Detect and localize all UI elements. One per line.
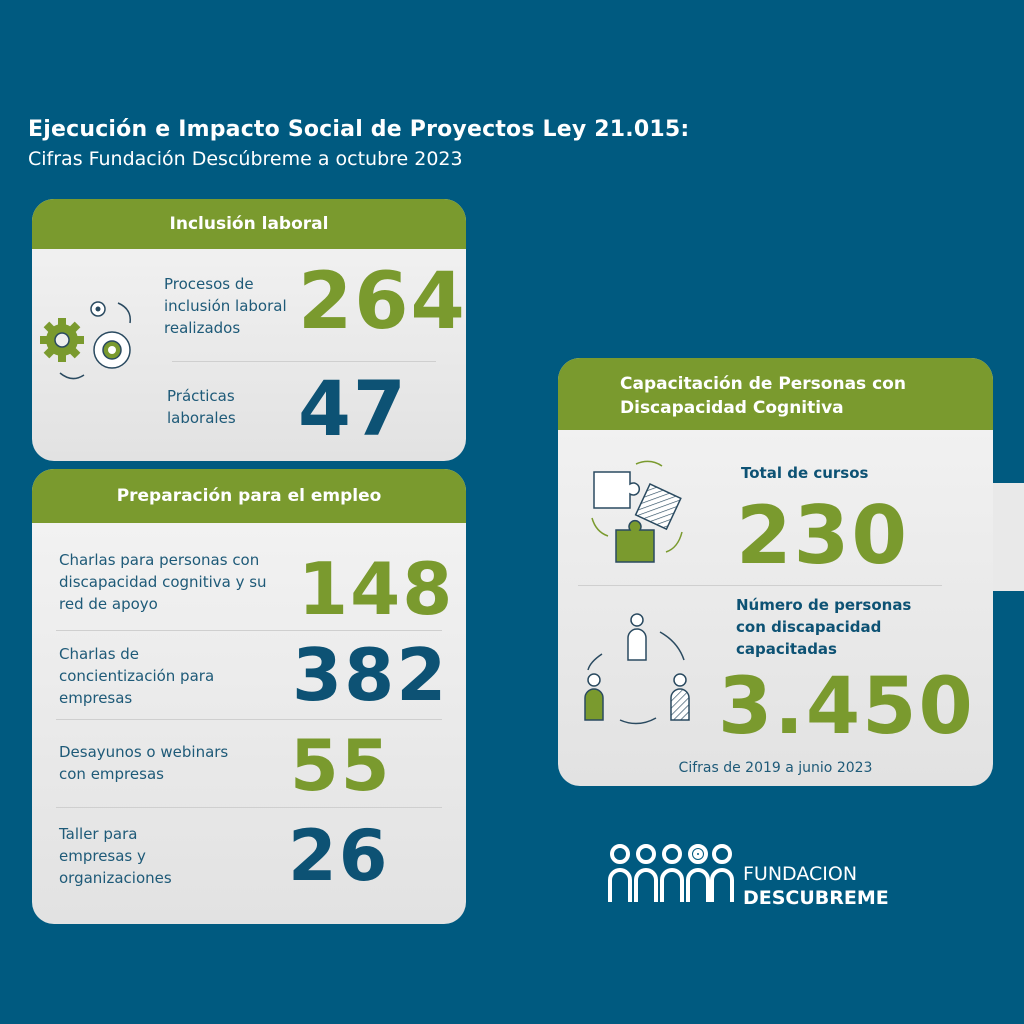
preparacion-row-label: Charlas de concientización para empresas bbox=[59, 645, 215, 707]
courses-value: 230 bbox=[736, 489, 909, 582]
capacitacion-heading-line1: Capacitación de Personas con bbox=[620, 374, 906, 394]
inclusion-card: Inclusión laboral Procesos de inclusión … bbox=[32, 199, 466, 461]
preparacion-heading: Preparación para el empleo bbox=[32, 469, 466, 523]
side-tab bbox=[992, 483, 1024, 591]
inclusion-row-value: 47 bbox=[298, 364, 408, 453]
people-value: 3.450 bbox=[718, 662, 975, 752]
inclusion-row-label: Procesos de inclusión laboral realizados bbox=[164, 275, 287, 337]
inclusion-row-label: Prácticas laborales bbox=[167, 387, 236, 427]
capacitacion-heading: Capacitación de Personas con Discapacida… bbox=[558, 358, 993, 430]
preparacion-card: Preparación para el empleo Charlas para … bbox=[32, 469, 466, 924]
people-cycle-icon bbox=[584, 613, 690, 725]
preparacion-row-value: 148 bbox=[298, 547, 455, 631]
logo-line2: DESCUBREME bbox=[743, 887, 889, 909]
people-label: Número de personas con discapacidad capa… bbox=[736, 594, 911, 660]
inclusion-row-value: 264 bbox=[298, 257, 466, 347]
preparacion-row-value: 26 bbox=[288, 815, 390, 897]
capacitacion-card: Capacitación de Personas con Discapacida… bbox=[558, 358, 993, 786]
divider bbox=[56, 630, 442, 631]
logo-text: FUNDACION DESCUBREME bbox=[743, 862, 889, 910]
divider bbox=[56, 719, 442, 720]
preparacion-row-value: 382 bbox=[292, 633, 449, 717]
gears-icon bbox=[40, 301, 131, 380]
inclusion-heading: Inclusión laboral bbox=[32, 199, 466, 249]
preparacion-row-label: Desayunos o webinars con empresas bbox=[59, 743, 229, 783]
footnote: Cifras de 2019 a junio 2023 bbox=[678, 760, 873, 776]
divider bbox=[578, 585, 942, 586]
preparacion-row-value: 55 bbox=[290, 725, 392, 807]
puzzle-icon bbox=[591, 460, 683, 563]
divider bbox=[172, 361, 436, 362]
people-logo-icon bbox=[608, 844, 734, 902]
logo-line1: FUNDACION bbox=[743, 863, 858, 885]
divider bbox=[56, 807, 442, 808]
people-label-line2: con discapacidad bbox=[736, 618, 882, 636]
capacitacion-heading-line2: Discapacidad Cognitiva bbox=[620, 398, 844, 418]
page-subtitle: Cifras Fundación Descúbreme a octubre 20… bbox=[28, 148, 463, 170]
people-label-line3: capacitadas bbox=[736, 640, 837, 658]
preparacion-row-label: Taller para empresas y organizaciones bbox=[59, 825, 172, 887]
people-label-line1: Número de personas bbox=[736, 596, 912, 614]
preparacion-row-label: Charlas para personas con discapacidad c… bbox=[59, 551, 267, 613]
courses-label: Total de cursos bbox=[741, 464, 869, 482]
page-title: Ejecución e Impacto Social de Proyectos … bbox=[28, 117, 690, 142]
